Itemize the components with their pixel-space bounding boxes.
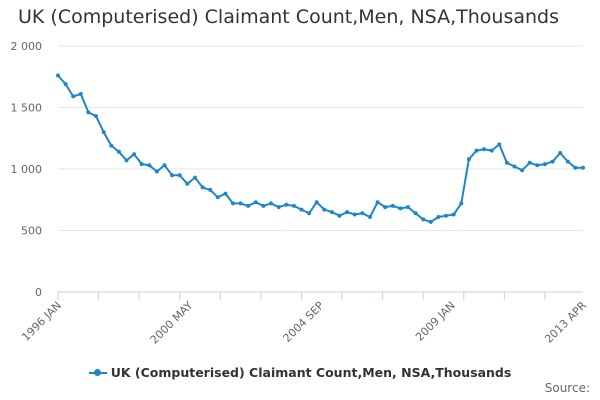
data-point	[139, 162, 144, 167]
data-point	[284, 202, 289, 207]
data-point	[390, 203, 395, 208]
data-point	[565, 159, 570, 164]
data-point	[383, 205, 388, 210]
data-point	[124, 158, 129, 163]
data-point	[535, 163, 540, 168]
data-point	[71, 94, 76, 99]
data-point	[413, 211, 418, 216]
data-point	[193, 175, 197, 180]
data-point	[375, 200, 380, 205]
y-tick-label: 500	[21, 225, 42, 238]
data-point	[231, 201, 235, 206]
data-point	[208, 187, 213, 192]
data-point	[482, 147, 487, 152]
data-point	[504, 160, 509, 165]
data-point	[147, 163, 152, 168]
data-point	[581, 165, 585, 170]
data-point	[489, 148, 494, 153]
data-point	[368, 215, 372, 219]
data-point	[459, 201, 464, 206]
data-point	[352, 212, 357, 217]
data-point	[200, 185, 205, 190]
data-point	[314, 200, 319, 205]
x-tick-label: 1996 JAN	[19, 299, 64, 344]
data-point	[428, 219, 433, 224]
data-point	[329, 210, 334, 215]
data-point	[512, 164, 517, 169]
data-point	[261, 203, 266, 208]
data-point	[527, 160, 532, 165]
data-point	[109, 143, 114, 148]
data-point	[78, 92, 83, 96]
legend[interactable]: UK (Computerised) Claimant Count,Men, NS…	[0, 364, 600, 380]
legend-label: UK (Computerised) Claimant Count,Men, NS…	[110, 365, 512, 380]
data-point	[116, 149, 121, 154]
source-label: Source:	[544, 381, 590, 395]
data-point	[406, 205, 410, 210]
data-point	[550, 159, 555, 164]
data-point	[132, 152, 137, 157]
y-tick-label: 2 000	[11, 40, 43, 53]
data-point	[269, 201, 273, 206]
data-point	[291, 203, 296, 208]
x-tick-label: 2004 SEP	[281, 299, 327, 345]
chart-title: UK (Computerised) Claimant Count,Men, NS…	[18, 6, 559, 28]
data-point	[436, 215, 441, 219]
data-point	[63, 82, 68, 87]
data-point	[154, 169, 159, 174]
data-point	[444, 213, 448, 218]
data-point	[520, 168, 525, 173]
data-point	[360, 211, 365, 216]
y-tick-label: 1 000	[11, 163, 43, 176]
data-point	[215, 195, 220, 200]
data-point	[299, 207, 304, 212]
data-point	[56, 73, 60, 78]
data-point	[345, 210, 350, 215]
data-point	[573, 165, 578, 170]
data-point	[86, 110, 91, 115]
data-point	[223, 191, 228, 196]
data-point	[276, 205, 281, 210]
series-line	[57, 74, 583, 223]
x-tick-label: 2013 APR	[542, 299, 589, 346]
data-point	[337, 213, 342, 218]
legend-series-marker-icon	[88, 368, 107, 378]
x-tick-label: 2009 JAN	[413, 299, 458, 344]
data-point	[497, 142, 502, 147]
y-tick-label: 1 500	[11, 102, 43, 115]
data-point	[543, 162, 547, 167]
data-point	[474, 148, 479, 153]
data-point	[94, 114, 98, 119]
y-tick-label: 0	[35, 286, 42, 299]
data-point	[185, 181, 190, 186]
data-point	[558, 151, 563, 155]
data-point	[322, 207, 327, 212]
data-point	[170, 173, 175, 178]
data-point	[177, 173, 182, 178]
data-point	[307, 211, 312, 216]
data-point	[238, 201, 243, 206]
data-point	[162, 163, 167, 168]
data-point	[398, 206, 403, 211]
data-point	[466, 157, 471, 162]
data-point	[451, 212, 456, 217]
data-point	[246, 203, 251, 208]
data-point	[253, 200, 258, 205]
data-point	[101, 130, 106, 135]
data-point	[421, 217, 426, 222]
x-tick-label: 2000 MAY	[148, 299, 196, 347]
